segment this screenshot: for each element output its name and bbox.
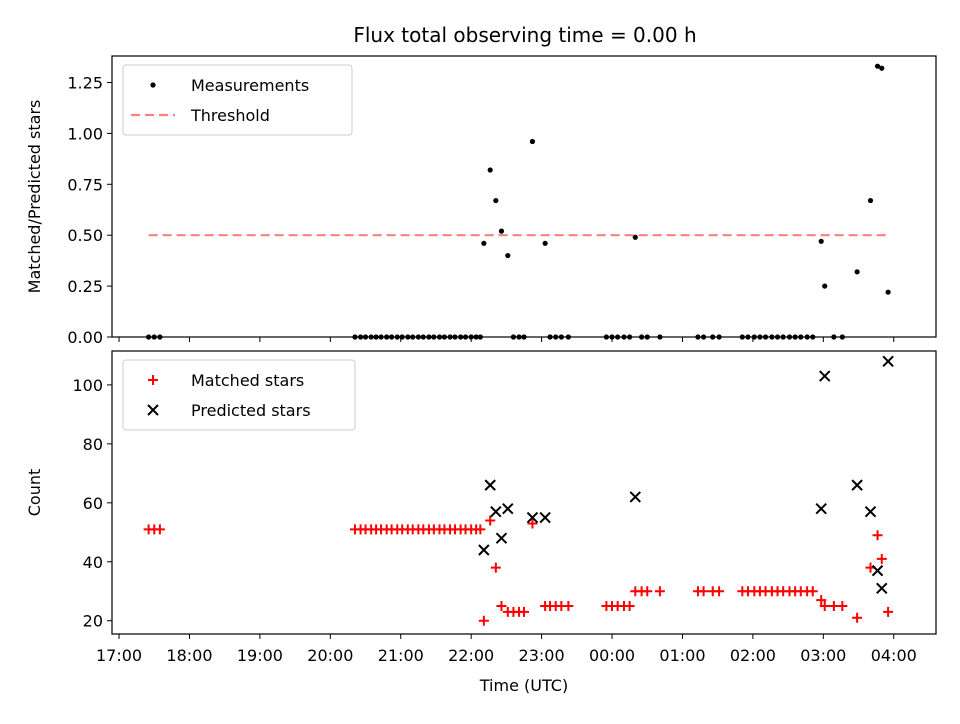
matched-star-point <box>490 562 501 573</box>
predicted-star-point <box>478 544 490 556</box>
legend-x-icon <box>147 404 159 416</box>
y-tick-label: 100 <box>72 376 103 395</box>
measurement-point <box>542 240 548 246</box>
y-tick-label: 0.50 <box>67 226 103 245</box>
x-tick-label: 20:00 <box>307 646 353 665</box>
matched-star-point <box>876 553 887 564</box>
x-tick-label: 22:00 <box>448 646 494 665</box>
matched-star-point <box>654 586 665 597</box>
predicted-star-point <box>539 511 551 524</box>
y-axis-label: Count <box>25 469 44 517</box>
y-tick-label: 1.00 <box>67 124 103 143</box>
y-tick-label: 40 <box>83 553 103 572</box>
chart-title: Flux total observing time = 0.00 h <box>353 23 696 47</box>
bottom-panel: 20 40 60 80 100 17:00 18:00 19:00 20:00 21:00 22:0… <box>25 350 937 695</box>
matched-star-point <box>485 515 496 526</box>
matched-star-point <box>475 524 486 535</box>
predicted-star-point <box>851 479 863 491</box>
predicted-star-point <box>526 511 539 524</box>
legend-label: Matched stars <box>191 371 304 390</box>
legend: Matched stars Predicted stars <box>122 359 356 431</box>
predicted-star-point <box>882 355 894 368</box>
matched-star-point <box>837 600 848 611</box>
measurement-point <box>885 289 891 295</box>
top-panel: 0.00 0.25 0.50 0.75 1.00 1.25 Measurements Thre… <box>25 55 937 347</box>
measurement-point <box>818 238 824 244</box>
x-tick-label: 04:00 <box>871 646 917 665</box>
series-matched-stars <box>143 515 894 626</box>
measurement-point <box>632 234 638 240</box>
x-axis-label: Time (UTC) <box>479 676 568 695</box>
x-tick-label: 03:00 <box>800 646 846 665</box>
x-tick-label: 02:00 <box>730 646 776 665</box>
measurement-point <box>867 197 874 204</box>
x-tick-label: 01:00 <box>659 646 705 665</box>
y-axis-label: Matched/Predicted stars <box>25 100 44 294</box>
legend-label: Predicted stars <box>191 401 311 420</box>
measurement-point <box>879 65 885 71</box>
y-tick-label: 0.25 <box>67 277 103 296</box>
predicted-star-point <box>871 564 884 577</box>
legend: Measurements Threshold <box>122 64 353 136</box>
predicted-star-point <box>490 505 502 518</box>
measurement-point <box>493 197 499 204</box>
y-tick-label: 1.25 <box>67 73 103 92</box>
predicted-star-point <box>864 505 877 518</box>
matched-star-point <box>852 612 863 623</box>
measurement-point <box>822 283 828 289</box>
matched-star-point <box>624 600 635 611</box>
matched-star-point <box>816 595 827 606</box>
predicted-star-point <box>502 503 514 515</box>
x-tick-label: 19:00 <box>237 646 283 665</box>
matched-star-point <box>807 586 818 597</box>
predicted-star-point <box>819 370 831 382</box>
matched-star-point <box>698 586 709 597</box>
matched-star-point <box>883 606 894 617</box>
measurement-point <box>874 63 881 69</box>
y-tick-label: 0.00 <box>67 328 103 347</box>
series-predicted-stars <box>478 355 894 595</box>
measurement-point <box>487 167 493 173</box>
measurement-point <box>481 240 487 246</box>
matched-star-point <box>519 606 529 617</box>
axes-frame <box>111 55 937 338</box>
matched-star-point <box>154 524 165 535</box>
y-tick-label: 20 <box>83 612 103 631</box>
matched-star-point <box>714 586 725 597</box>
matched-star-point <box>642 586 653 597</box>
matched-star-point <box>478 615 489 626</box>
y-tick-label: 60 <box>83 494 103 513</box>
predicted-star-point <box>629 491 641 503</box>
matched-star-point <box>819 600 830 611</box>
predicted-star-point <box>815 503 827 515</box>
matched-star-point <box>527 518 538 529</box>
x-tick-label: 00:00 <box>589 646 635 665</box>
y-tick-label: 80 <box>83 435 103 454</box>
legend-box <box>122 359 356 431</box>
predicted-star-point <box>495 532 508 544</box>
legend-dot-icon <box>150 82 156 88</box>
measurement-point <box>529 138 536 145</box>
measurement-point <box>505 252 511 259</box>
legend-plus-icon <box>148 375 158 385</box>
legend-label: Measurements <box>191 76 309 95</box>
legend-label: Threshold <box>190 106 270 125</box>
legend-box <box>122 64 353 136</box>
x-tick-label: 23:00 <box>519 646 565 665</box>
y-tick-label: 0.75 <box>67 175 103 194</box>
axes-frame <box>111 350 937 635</box>
x-tick-label: 18:00 <box>166 646 212 665</box>
predicted-star-point <box>876 582 888 595</box>
x-tick-label: 17:00 <box>96 646 142 665</box>
matched-star-point <box>872 530 883 541</box>
x-tick-label: 21:00 <box>378 646 424 665</box>
predicted-star-point <box>484 479 496 491</box>
measurement-point <box>498 228 505 234</box>
matched-star-point <box>496 600 507 611</box>
measurement-point <box>854 269 860 275</box>
matched-star-point <box>828 600 839 611</box>
matched-star-point <box>563 600 574 611</box>
